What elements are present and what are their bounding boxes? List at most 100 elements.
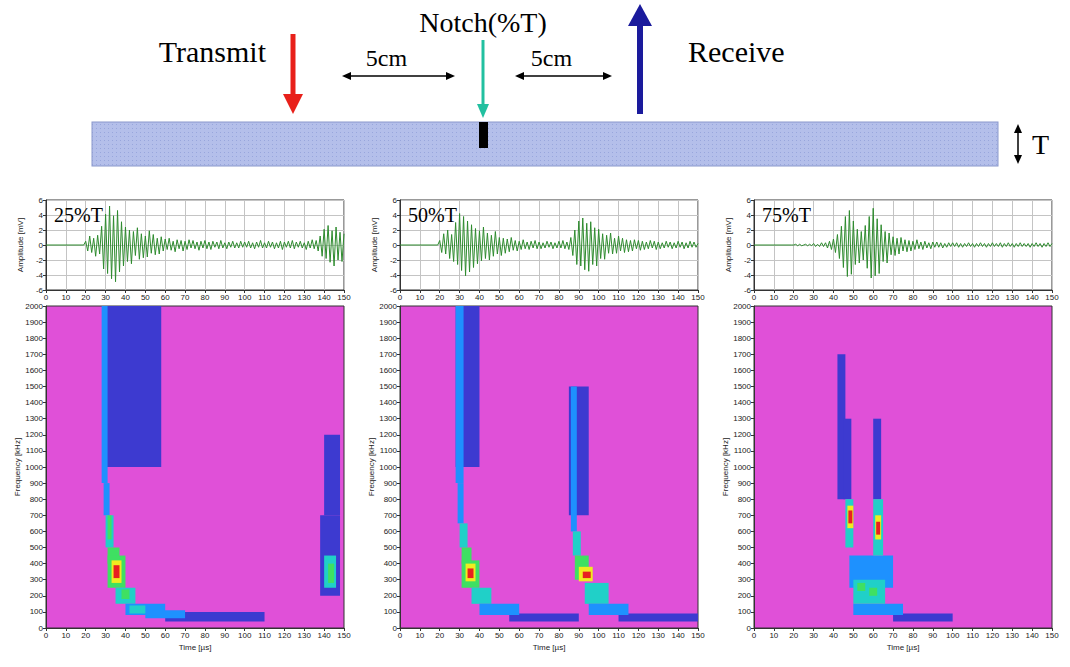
svg-text:140: 140	[1025, 631, 1039, 640]
svg-text:500: 500	[384, 543, 398, 552]
svg-text:-4: -4	[744, 271, 752, 280]
svg-text:6: 6	[39, 196, 44, 205]
svg-text:-4: -4	[36, 271, 44, 280]
svg-text:60: 60	[515, 631, 524, 640]
svg-text:80: 80	[554, 631, 563, 640]
svg-text:-2: -2	[390, 256, 398, 265]
svg-text:10: 10	[415, 631, 424, 640]
svg-text:130: 130	[652, 293, 666, 302]
svg-text:1700: 1700	[25, 350, 43, 359]
svg-text:-4: -4	[390, 271, 398, 280]
svg-text:120: 120	[986, 293, 1000, 302]
svg-text:300: 300	[30, 575, 44, 584]
svg-text:20: 20	[789, 631, 798, 640]
svg-text:0: 0	[752, 293, 757, 302]
svg-text:50: 50	[849, 293, 858, 302]
svg-text:30: 30	[101, 631, 110, 640]
svg-text:140: 140	[317, 631, 331, 640]
svg-text:1000: 1000	[25, 463, 43, 472]
svg-text:900: 900	[738, 479, 752, 488]
svg-text:150: 150	[691, 293, 705, 302]
svg-text:Frequency [kHz]: Frequency [kHz]	[721, 438, 730, 496]
svg-text:Amplitude [mV]: Amplitude [mV]	[724, 218, 733, 272]
svg-text:110: 110	[966, 293, 979, 302]
svg-text:600: 600	[30, 527, 44, 536]
svg-text:20: 20	[81, 631, 90, 640]
svg-text:40: 40	[475, 631, 484, 640]
svg-text:30: 30	[809, 293, 818, 302]
svg-text:60: 60	[869, 293, 878, 302]
svg-text:Time [µs]: Time [µs]	[887, 643, 920, 652]
svg-text:50: 50	[141, 293, 150, 302]
svg-text:110: 110	[612, 631, 625, 640]
svg-text:0: 0	[398, 293, 403, 302]
svg-text:2000: 2000	[25, 302, 43, 311]
svg-text:110: 110	[612, 293, 625, 302]
svg-text:1800: 1800	[733, 334, 751, 343]
svg-text:100: 100	[592, 631, 606, 640]
svg-text:700: 700	[738, 511, 752, 520]
svg-text:2: 2	[393, 226, 398, 235]
svg-text:6: 6	[393, 196, 398, 205]
svg-text:1800: 1800	[379, 334, 397, 343]
svg-text:1200: 1200	[733, 430, 751, 439]
svg-text:1400: 1400	[25, 398, 43, 407]
svg-text:10: 10	[769, 631, 778, 640]
svg-text:1300: 1300	[379, 414, 397, 423]
svg-text:600: 600	[384, 527, 398, 536]
svg-text:Frequency [kHz]: Frequency [kHz]	[367, 438, 376, 496]
svg-text:80: 80	[554, 293, 563, 302]
svg-text:600: 600	[738, 527, 752, 536]
svg-text:500: 500	[30, 543, 44, 552]
svg-text:80: 80	[200, 293, 209, 302]
svg-text:100: 100	[30, 607, 44, 616]
svg-text:1700: 1700	[733, 350, 751, 359]
svg-text:-6: -6	[36, 286, 44, 295]
svg-text:1100: 1100	[734, 446, 752, 455]
svg-text:30: 30	[455, 293, 464, 302]
svg-text:120: 120	[632, 631, 646, 640]
svg-text:1100: 1100	[26, 446, 44, 455]
svg-text:0: 0	[393, 241, 398, 250]
svg-text:10: 10	[415, 293, 424, 302]
svg-text:90: 90	[928, 631, 937, 640]
svg-text:100: 100	[946, 631, 960, 640]
svg-text:800: 800	[738, 495, 752, 504]
svg-text:0: 0	[398, 631, 403, 640]
svg-text:40: 40	[829, 293, 838, 302]
svg-text:110: 110	[258, 293, 271, 302]
svg-text:50%T: 50%T	[408, 204, 457, 226]
svg-text:25%T: 25%T	[54, 204, 103, 226]
svg-text:1500: 1500	[733, 382, 751, 391]
svg-text:1900: 1900	[733, 318, 751, 327]
svg-text:140: 140	[671, 631, 685, 640]
svg-text:30: 30	[101, 293, 110, 302]
svg-text:20: 20	[81, 293, 90, 302]
svg-text:0: 0	[44, 631, 49, 640]
svg-text:200: 200	[30, 591, 44, 600]
svg-text:0: 0	[39, 241, 44, 250]
svg-text:70: 70	[889, 293, 898, 302]
svg-text:200: 200	[384, 591, 398, 600]
svg-text:1000: 1000	[733, 463, 751, 472]
svg-text:130: 130	[1006, 293, 1020, 302]
svg-text:140: 140	[1025, 293, 1039, 302]
svg-text:Notch(%T): Notch(%T)	[419, 7, 547, 38]
svg-text:40: 40	[121, 293, 130, 302]
svg-text:40: 40	[475, 293, 484, 302]
svg-text:-2: -2	[36, 256, 44, 265]
svg-text:130: 130	[298, 631, 312, 640]
svg-text:200: 200	[738, 591, 752, 600]
svg-text:50: 50	[495, 631, 504, 640]
svg-text:50: 50	[495, 293, 504, 302]
svg-text:1600: 1600	[733, 366, 751, 375]
svg-text:150: 150	[1045, 293, 1059, 302]
svg-text:1200: 1200	[379, 430, 397, 439]
svg-text:60: 60	[515, 293, 524, 302]
svg-text:80: 80	[908, 293, 917, 302]
svg-text:800: 800	[384, 495, 398, 504]
svg-text:Frequency [kHz]: Frequency [kHz]	[13, 438, 22, 496]
svg-text:90: 90	[574, 293, 583, 302]
svg-text:300: 300	[738, 575, 752, 584]
svg-text:700: 700	[30, 511, 44, 520]
